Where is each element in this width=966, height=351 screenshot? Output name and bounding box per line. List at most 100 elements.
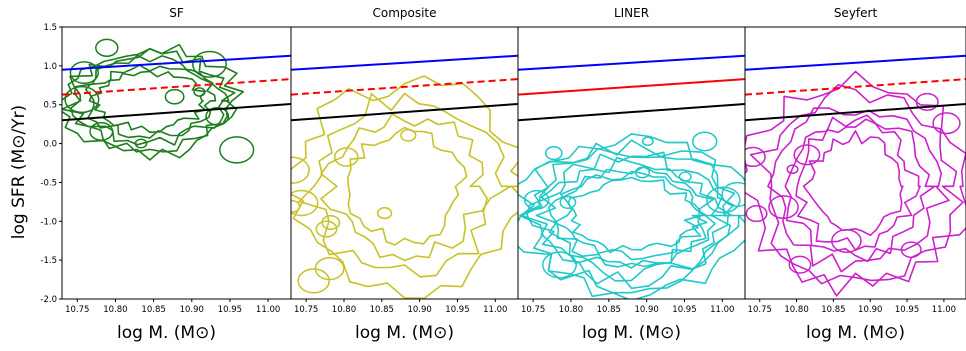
contour-island — [95, 38, 119, 57]
contour-level — [320, 113, 488, 262]
contour-island — [291, 156, 310, 184]
panel-title: Seyfert — [834, 6, 878, 20]
density-contours — [291, 75, 518, 299]
panel-title: SF — [169, 6, 184, 20]
x-axis-label: log M. (M⊙) — [806, 323, 905, 343]
contour-island — [559, 195, 577, 210]
panel-sf: SF 10.75 10.80 10.85 10.90 10.95 11.00 1.5 1.0 0.… — [40, 6, 292, 343]
contour-level — [84, 64, 217, 139]
contour-island — [297, 268, 330, 294]
contour-island — [745, 205, 768, 223]
reference-line — [62, 102, 291, 122]
x-tick-label: 10.75 — [294, 305, 318, 315]
reference-line — [291, 102, 518, 122]
x-tick-label: 11.00 — [256, 305, 280, 315]
y-axis-label: log SFR (M⊙/Yr) — [9, 105, 29, 239]
reference-line — [518, 54, 745, 71]
reference-line — [62, 54, 291, 71]
contour-level — [62, 43, 244, 161]
y-tick-label: -2.0 — [40, 295, 57, 305]
x-tick-label: 10.90 — [180, 305, 204, 315]
contour-island — [634, 166, 651, 179]
contour-island — [691, 131, 718, 152]
panel-title: LINER — [614, 6, 649, 20]
y-tick-label: 1.0 — [43, 62, 57, 72]
contour-island — [915, 92, 939, 111]
y-tick-label: -1.0 — [40, 217, 57, 227]
reference-line — [745, 54, 966, 71]
x-tick-label: 10.95 — [672, 305, 696, 315]
reference-line — [518, 78, 745, 96]
x-tick-label: 10.95 — [218, 305, 242, 315]
x-tick-label: 10.85 — [597, 305, 621, 315]
contour-island — [768, 195, 799, 220]
contour-island — [219, 136, 255, 164]
contour-level — [802, 130, 904, 237]
contour-island — [315, 220, 338, 238]
contour-island — [788, 255, 812, 274]
x-tick-label: 10.85 — [141, 305, 165, 315]
panels: SF 10.75 10.80 10.85 10.90 10.95 11.00 1.5 1.0 0.… — [40, 6, 966, 343]
contour-island — [678, 171, 692, 182]
contour-level — [519, 139, 740, 294]
x-axis-label: log M. (M⊙) — [355, 323, 454, 343]
contour-level — [553, 170, 708, 261]
contour-island — [745, 146, 766, 168]
contour-level — [795, 118, 921, 251]
contour-level — [347, 126, 468, 246]
contour-island — [721, 181, 745, 207]
panel-seyfert: Seyfert 10.75 10.80 10.85 10.90 10.95 11.00 log… — [744, 6, 966, 343]
x-tick-label: 10.95 — [445, 305, 469, 315]
contour-island — [314, 256, 345, 281]
x-tick-label: 10.85 — [821, 305, 845, 315]
contour-island — [89, 122, 114, 141]
y-tick-label: -0.5 — [40, 178, 57, 188]
contour-island — [523, 189, 550, 210]
contour-island — [641, 136, 654, 147]
contour-level — [548, 165, 715, 268]
y-tick-label: 0.5 — [43, 101, 57, 111]
contour-level — [70, 54, 230, 146]
x-tick-label: 10.80 — [103, 305, 127, 315]
x-tick-label: 10.80 — [332, 305, 356, 315]
x-tick-label: 10.80 — [784, 305, 808, 315]
reference-line — [291, 54, 518, 71]
contour-island — [831, 229, 862, 253]
y-tick-label: -1.5 — [40, 256, 57, 266]
contour-island — [932, 112, 961, 135]
density-contours — [745, 70, 966, 297]
panel-liner: LINER 10.75 10.80 10.85 10.90 10.95 11.00 log M… — [517, 6, 746, 343]
contour-level — [298, 92, 512, 278]
contour-island — [69, 61, 99, 85]
contour-island — [321, 215, 341, 230]
contour-island — [900, 241, 922, 259]
contour-level — [745, 70, 966, 297]
x-tick-label: 10.85 — [370, 305, 394, 315]
contour-level — [520, 147, 735, 290]
x-tick-label: 10.75 — [748, 305, 772, 315]
x-tick-label: 11.00 — [932, 305, 956, 315]
reference-line — [745, 78, 966, 96]
x-axis-label: log M. (M⊙) — [582, 323, 681, 343]
x-axis-label: log M. (M⊙) — [117, 323, 216, 343]
x-tick-label: 10.90 — [407, 305, 431, 315]
contour-island — [134, 138, 148, 149]
contour-level — [291, 75, 518, 299]
x-tick-label: 10.90 — [634, 305, 658, 315]
contour-island — [291, 189, 319, 217]
y-tick-label: 0.0 — [43, 140, 57, 150]
contour-level — [526, 151, 733, 282]
contour-level — [88, 70, 207, 133]
x-tick-label: 11.00 — [483, 305, 507, 315]
panel-composite: Composite 10.75 10.80 10.85 10.90 10.95 11.00 l… — [290, 6, 519, 343]
contour-island — [705, 186, 741, 214]
contour-island — [793, 144, 821, 166]
contour-island — [193, 87, 206, 97]
x-tick-label: 10.90 — [858, 305, 882, 315]
reference-line — [62, 78, 291, 96]
panel-title: Composite — [372, 6, 436, 20]
contour-island — [164, 88, 185, 105]
contour-level — [518, 133, 745, 299]
panel-frame — [744, 26, 966, 300]
